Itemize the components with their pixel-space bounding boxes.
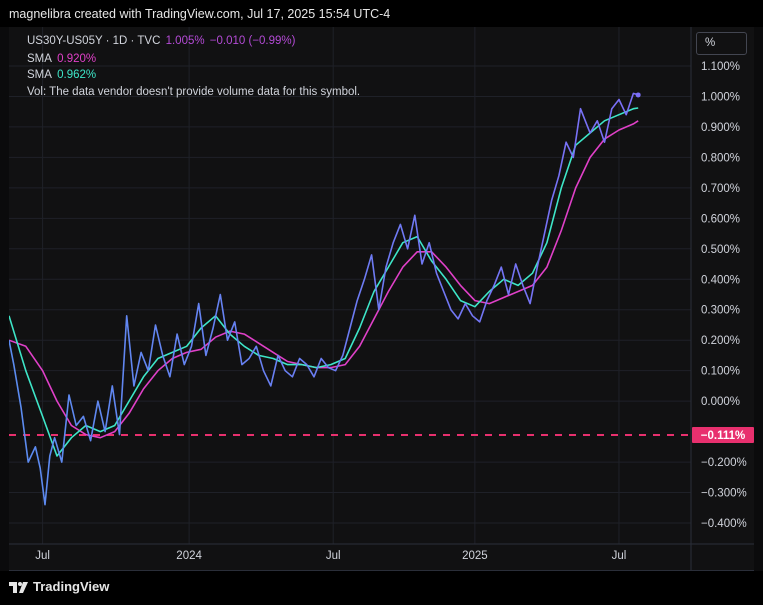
y-tick-label: 0.200%: [701, 335, 740, 347]
y-tick-label: −0.400%: [701, 518, 747, 530]
y-tick-label: 1.100%: [701, 61, 740, 73]
y-tick-label: 0.800%: [701, 152, 740, 164]
tradingview-brand: TradingView: [33, 579, 110, 594]
tradingview-logo[interactable]: TradingView: [9, 579, 109, 594]
percent-scale-label: %: [705, 37, 716, 49]
reference-label: −0.111%: [701, 430, 745, 442]
y-tick-label: 0.600%: [701, 213, 740, 225]
chart-panel[interactable]: 1.100% 1.000% 0.900% 0.800% 0.700% 0.600% 0.50…: [9, 27, 754, 571]
y-tick-label: 0.700%: [701, 183, 740, 195]
legend-sma-slow-row[interactable]: SMA 0.920%: [27, 53, 98, 65]
legend-volume-note: Vol: The data vendor doesn't provide vol…: [27, 86, 361, 98]
attribution-text: magnelibra created with TradingView.com,…: [9, 7, 391, 21]
percent-scale-button[interactable]: %: [696, 32, 747, 55]
y-tick-label: −0.200%: [701, 457, 747, 469]
legend-change: −0.010 (−0.99%): [209, 35, 296, 47]
legend-symbol-row[interactable]: US30Y-US05Y · 1D · TVC 1.005% −0.010 (−0…: [27, 35, 297, 47]
x-tick-label: Jul: [35, 550, 50, 562]
x-tick-label: 2025: [462, 550, 488, 562]
legend-last-value: 1.005%: [165, 35, 205, 47]
price-chart[interactable]: 1.100% 1.000% 0.900% 0.800% 0.700% 0.600% 0.50…: [9, 27, 754, 570]
y-tick-label: 0.000%: [701, 396, 740, 408]
y-tick-label: 1.000%: [701, 91, 740, 103]
y-tick-label: 0.900%: [701, 122, 740, 134]
x-tick-label: 2024: [176, 550, 202, 562]
y-tick-label: 0.100%: [701, 366, 740, 378]
footer-bar: TradingView: [0, 571, 763, 605]
sma-fast-line: [9, 107, 639, 457]
legend-sma-fast-label: SMA: [27, 69, 52, 81]
legend-sma-fast-row[interactable]: SMA 0.962%: [27, 69, 98, 81]
tradingview-logo-icon: [9, 581, 28, 593]
price-line: [9, 92, 639, 506]
x-tick-label: Jul: [612, 550, 627, 562]
legend-sma-slow-label: SMA: [27, 53, 52, 65]
legend-sma-fast-value: 0.962%: [57, 69, 97, 81]
y-tick-label: 0.300%: [701, 305, 740, 317]
y-tick-label: 0.500%: [701, 244, 740, 256]
legend-sma-slow-value: 0.920%: [57, 53, 97, 65]
last-price-dot: [635, 92, 641, 98]
reference-label-badge: [692, 426, 754, 443]
x-tick-label: Jul: [326, 550, 341, 562]
y-tick-label: −0.300%: [701, 488, 747, 500]
legend-symbol: US30Y-US05Y · 1D · TVC: [27, 35, 161, 47]
y-tick-label: 0.400%: [701, 274, 740, 286]
header-bar: magnelibra created with TradingView.com,…: [0, 0, 763, 27]
